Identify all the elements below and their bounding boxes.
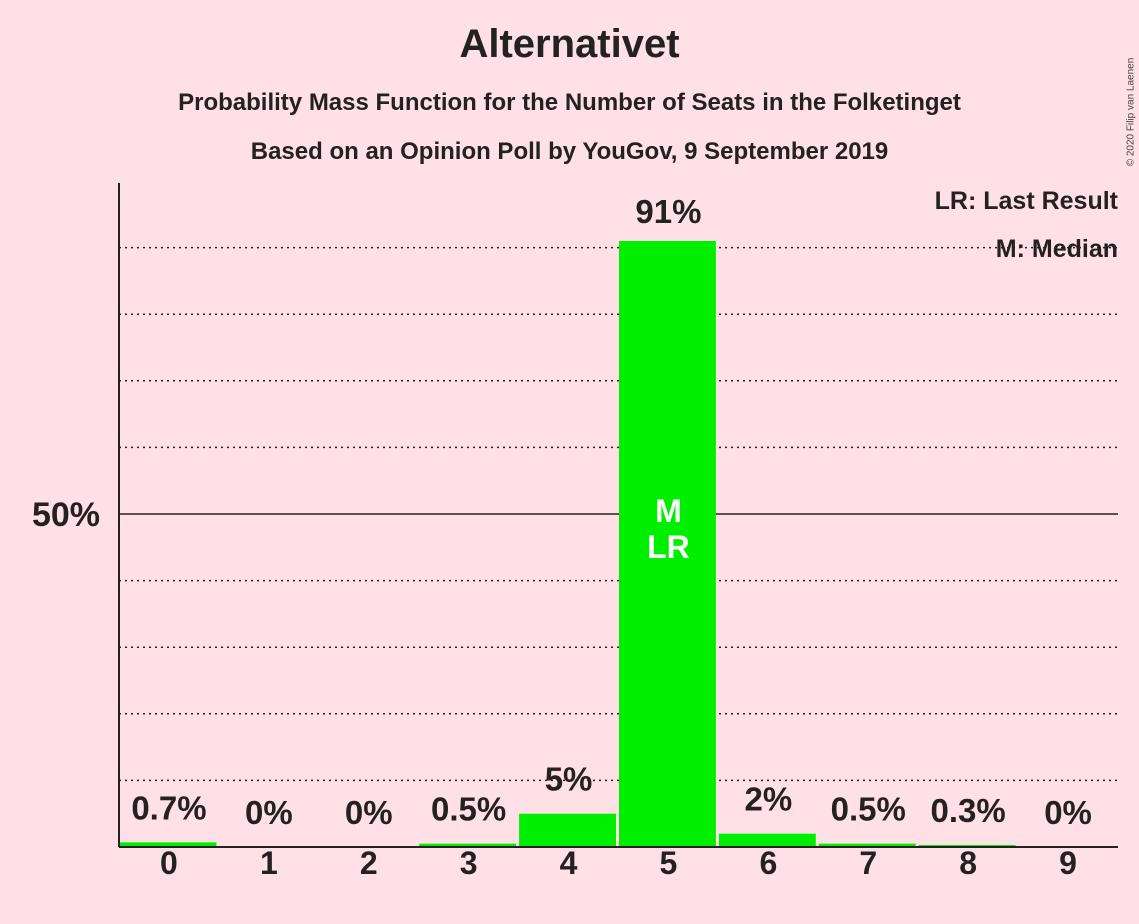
median-marker: M <box>655 493 682 529</box>
x-tick-label: 2 <box>360 845 378 881</box>
bars <box>119 240 1016 847</box>
data-label: 0% <box>245 794 293 831</box>
x-tick-label: 9 <box>1059 845 1077 881</box>
axis-ticks: 0 1 2 3 4 5 6 7 8 9 50% <box>32 496 1077 881</box>
data-label: 0% <box>1044 794 1092 831</box>
x-tick-label: 0 <box>160 845 178 881</box>
x-tick-label: 8 <box>959 845 977 881</box>
data-label: 0% <box>345 794 393 831</box>
legend-entry: LR: Last Result <box>935 187 1119 215</box>
value-labels: 0.7% 0% 0% 0.5% 5% 91% 2% 0.5% 0.3% 0% MLR <box>131 193 1092 831</box>
legend-entry: M: Median <box>996 235 1118 263</box>
x-tick-label: 6 <box>759 845 777 881</box>
data-label: 0.7% <box>131 789 206 826</box>
data-label: 0.5% <box>431 791 506 828</box>
x-tick-label: 1 <box>260 845 278 881</box>
data-label: 0.3% <box>931 792 1006 829</box>
bar-seat-6 <box>718 833 816 847</box>
bar-seat-3 <box>419 843 517 847</box>
chart-subtitle: Probability Mass Function for the Number… <box>178 89 961 116</box>
data-label: 0.5% <box>831 791 906 828</box>
bar-seat-7 <box>818 843 916 847</box>
x-tick-label: 4 <box>560 845 578 881</box>
gridlines <box>119 246 1118 782</box>
data-label: 5% <box>545 761 593 798</box>
data-label: 2% <box>744 781 792 818</box>
bar-seat-0 <box>119 842 217 847</box>
x-tick-label: 7 <box>859 845 877 881</box>
bar-seat-4 <box>519 813 616 847</box>
x-tick-label: 5 <box>660 845 678 881</box>
bar-seat-5 <box>619 240 716 847</box>
data-label: 91% <box>635 193 701 230</box>
x-tick-label: 3 <box>460 845 478 881</box>
chart-title: Alternativet <box>459 22 680 66</box>
last-result-marker: LR <box>647 529 690 565</box>
chart-source: Based on an Opinion Poll by YouGov, 9 Se… <box>250 138 889 165</box>
legend: LR: Last Result M: Median <box>935 187 1119 263</box>
y-tick-label: 50% <box>32 496 100 534</box>
